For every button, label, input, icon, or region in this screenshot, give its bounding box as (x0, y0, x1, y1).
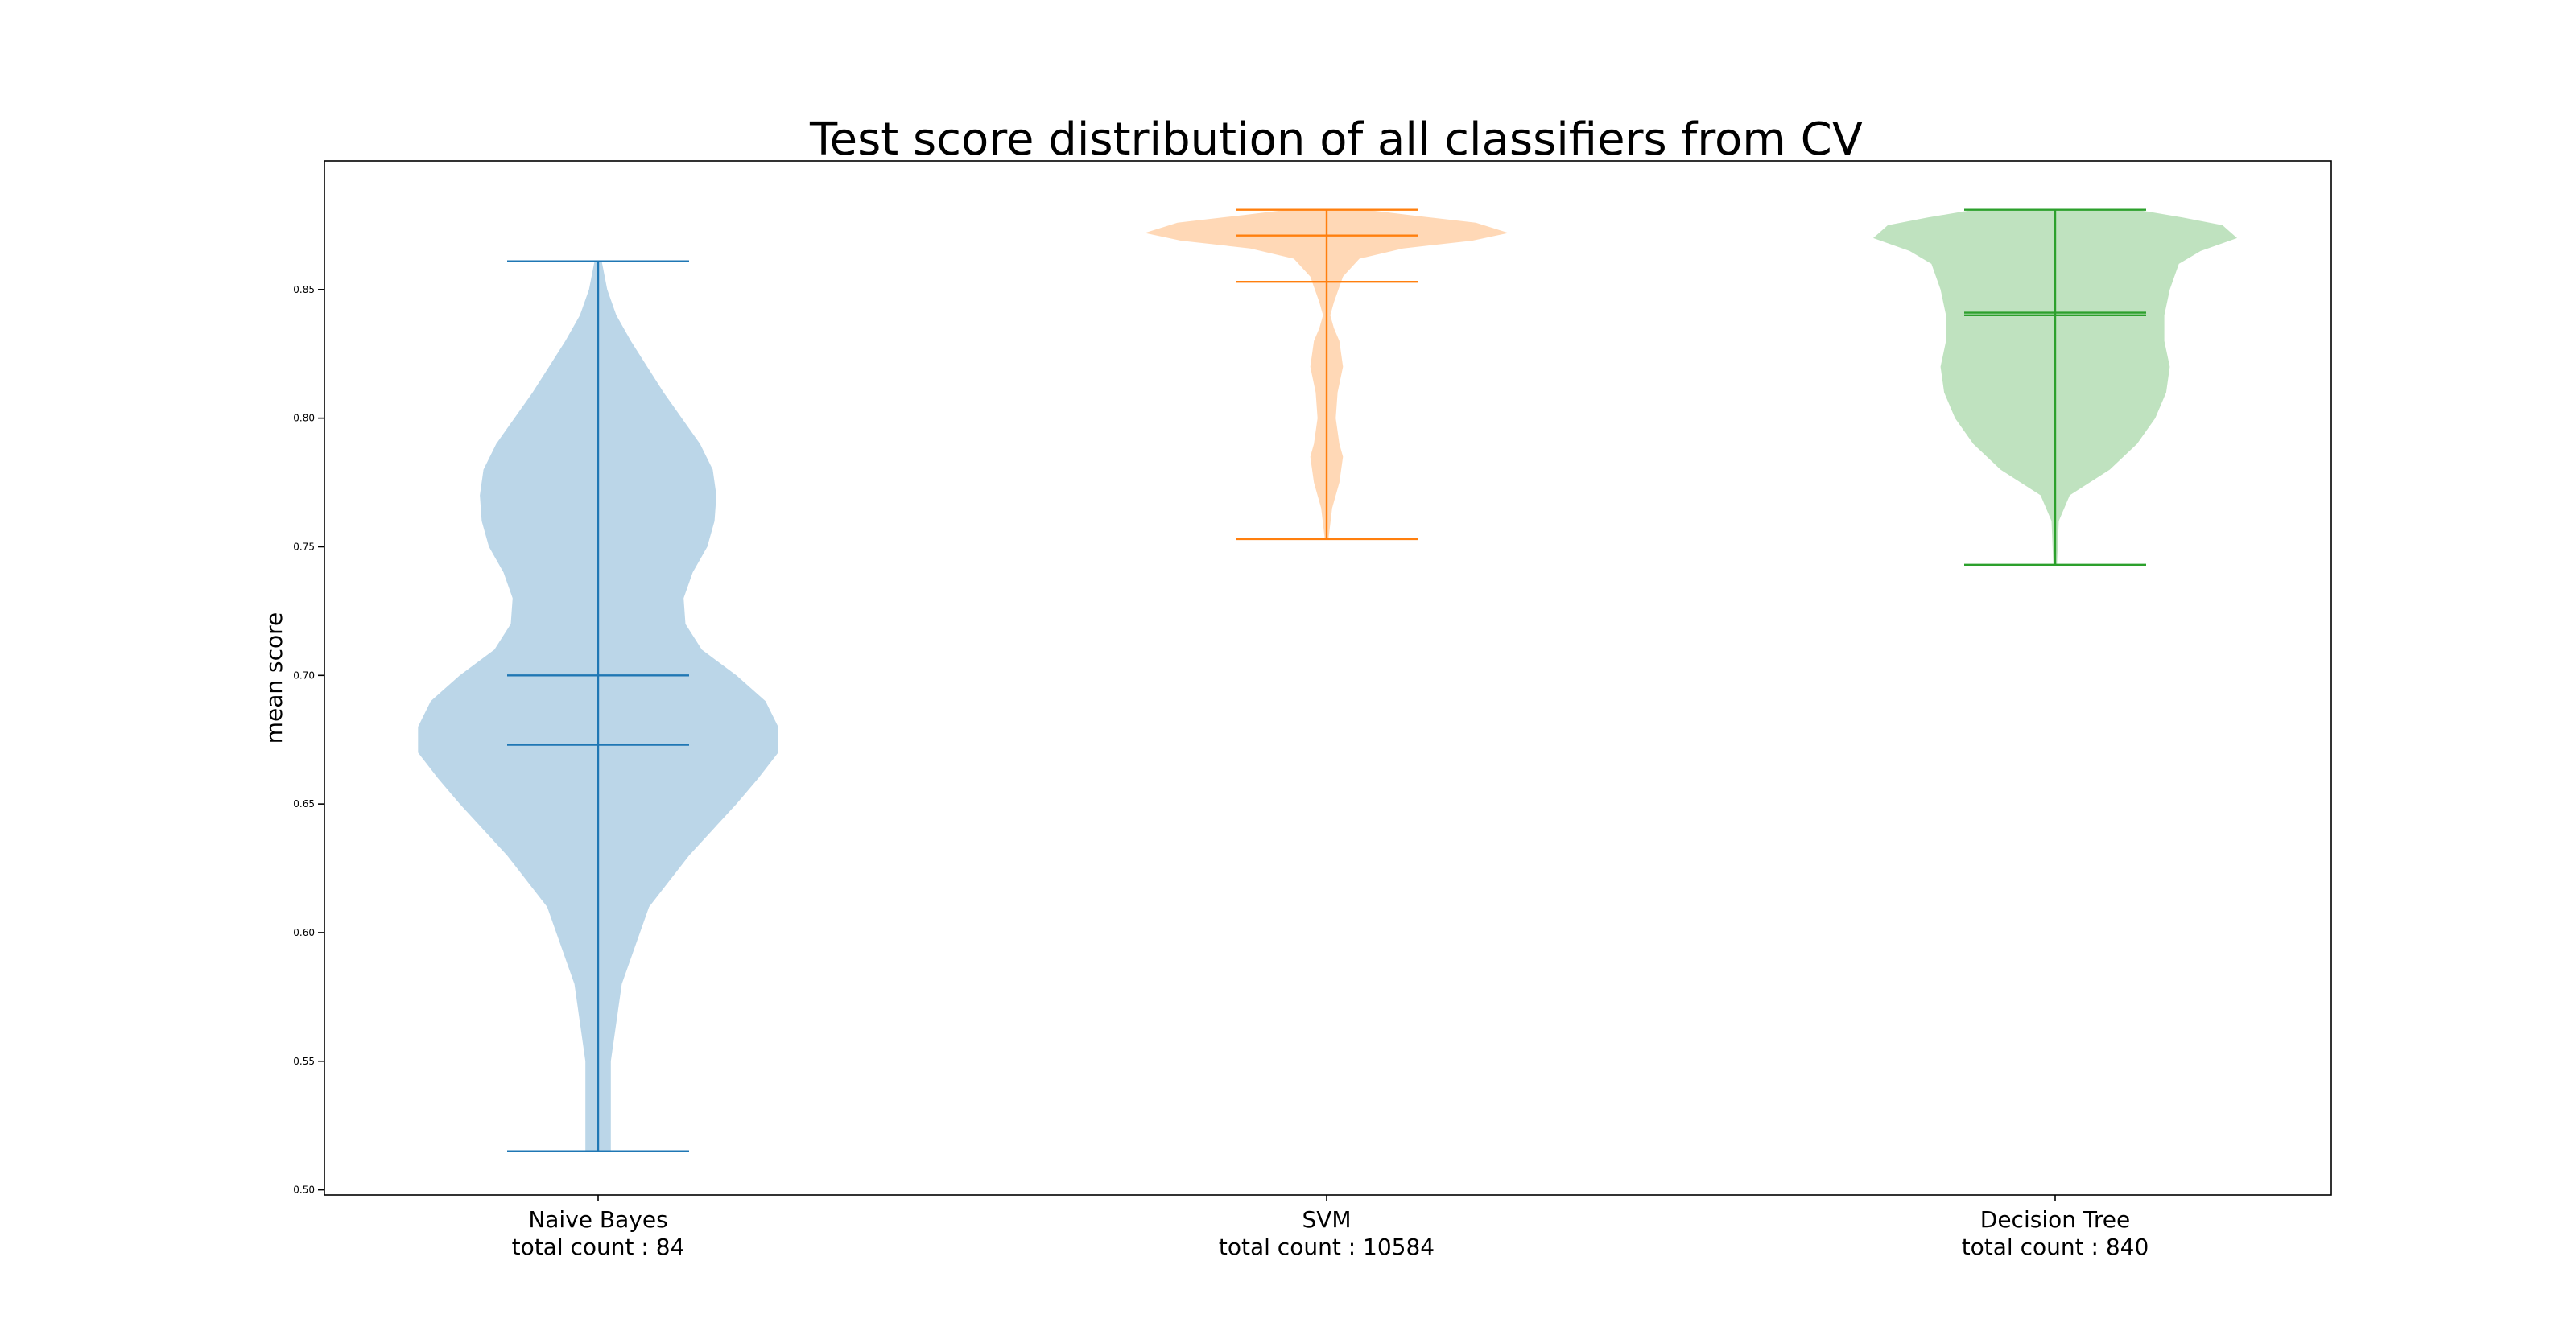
x-tick-label: Decision Tree (1980, 1206, 2130, 1233)
y-tick-label: 0.80 (293, 413, 315, 424)
y-tick-label: 0.65 (293, 798, 315, 810)
axes-frame (324, 160, 2332, 1196)
y-tick-label: 0.55 (293, 1056, 315, 1067)
y-tick-label: 0.70 (293, 670, 315, 681)
plot-area (418, 208, 2237, 1152)
y-tick-label: 0.50 (293, 1185, 315, 1196)
x-tick-label: Naive Bayes (528, 1206, 667, 1233)
y-tick-label: 0.85 (293, 284, 315, 295)
y-axis-label: mean score (261, 612, 287, 744)
chart-title: Test score distribution of all classifie… (809, 113, 1863, 166)
y-tick-label: 0.75 (293, 541, 315, 552)
x-tick-label: SVM (1302, 1206, 1351, 1233)
violin-naive-bayes (418, 260, 778, 1152)
x-tick-count-label: total count : 10584 (1219, 1234, 1435, 1260)
y-axis: 0.50 0.55 0.60 0.65 0.70 0.75 0.80 0.85 (293, 284, 324, 1196)
x-tick-count-label: total count : 84 (512, 1234, 685, 1260)
violin-decision-tree (1873, 208, 2237, 567)
violin-svm (1145, 208, 1509, 541)
x-tick-count-label: total count : 840 (1962, 1234, 2149, 1260)
y-tick-label: 0.60 (293, 927, 315, 938)
